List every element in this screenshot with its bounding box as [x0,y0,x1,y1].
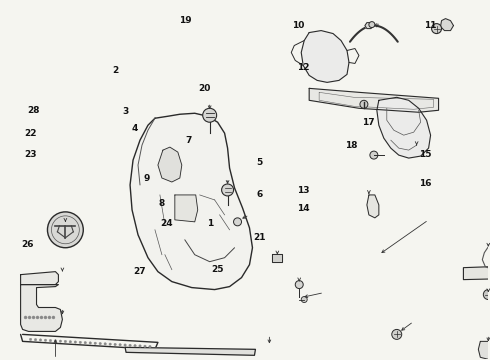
Polygon shape [158,147,182,182]
Circle shape [74,341,76,343]
Text: 5: 5 [256,158,262,167]
Circle shape [124,344,126,346]
Circle shape [34,338,37,341]
Circle shape [49,339,51,342]
Text: 1: 1 [207,219,214,228]
Circle shape [36,316,39,319]
Text: 2: 2 [112,66,119,75]
Polygon shape [301,31,349,82]
Text: 6: 6 [256,190,262,199]
Polygon shape [272,254,282,262]
Text: 4: 4 [132,123,138,132]
Text: 28: 28 [27,105,40,114]
Text: 26: 26 [21,240,34,249]
Circle shape [144,345,146,347]
Polygon shape [125,347,255,355]
Text: 17: 17 [363,118,375,127]
Text: 14: 14 [297,204,309,213]
Circle shape [48,316,51,319]
Circle shape [48,212,83,248]
Circle shape [221,184,234,196]
Text: 15: 15 [418,150,431,159]
Text: 16: 16 [418,179,431,188]
Circle shape [129,344,131,347]
Polygon shape [309,88,439,112]
Circle shape [28,316,31,319]
Circle shape [360,100,368,108]
Circle shape [64,340,67,343]
Text: 3: 3 [122,107,128,116]
Circle shape [52,316,55,319]
Circle shape [24,316,27,319]
Circle shape [234,218,242,226]
Polygon shape [175,195,198,222]
Polygon shape [441,19,453,31]
Circle shape [114,343,116,346]
Polygon shape [21,285,62,332]
Circle shape [40,316,43,319]
Text: 21: 21 [253,233,266,242]
Circle shape [89,342,92,344]
Polygon shape [464,265,490,280]
Circle shape [109,343,111,345]
Circle shape [301,297,307,302]
Text: 7: 7 [185,136,192,145]
Text: 13: 13 [297,186,309,195]
Text: 9: 9 [144,174,150,183]
Circle shape [392,329,402,339]
Polygon shape [478,341,490,359]
Circle shape [483,289,490,300]
Text: 20: 20 [198,84,211,93]
Circle shape [69,341,72,343]
Text: 11: 11 [423,21,436,30]
Circle shape [203,108,217,122]
Text: 19: 19 [179,16,191,25]
Text: 23: 23 [24,150,37,159]
Text: 8: 8 [158,199,165,208]
Circle shape [32,316,35,319]
Text: 24: 24 [160,219,173,228]
Circle shape [369,22,375,28]
Text: 22: 22 [24,129,37,138]
Circle shape [84,342,86,344]
Text: 18: 18 [345,141,358,150]
Circle shape [295,280,303,289]
Circle shape [54,340,57,342]
Circle shape [139,345,141,347]
Circle shape [119,343,122,346]
Circle shape [44,316,47,319]
Text: 27: 27 [133,267,146,276]
Circle shape [44,339,47,342]
Polygon shape [365,23,374,28]
Circle shape [94,342,97,345]
Circle shape [370,151,378,159]
Circle shape [29,338,32,341]
Circle shape [432,24,441,33]
Text: 25: 25 [211,265,224,274]
Circle shape [59,340,62,342]
Polygon shape [21,272,58,285]
Text: 10: 10 [292,21,304,30]
Polygon shape [377,97,431,158]
Circle shape [39,339,42,341]
Circle shape [149,345,151,348]
Circle shape [104,343,106,345]
Text: 12: 12 [297,63,309,72]
Circle shape [79,341,81,343]
Circle shape [99,342,101,345]
Circle shape [134,345,136,347]
Polygon shape [367,195,379,218]
Polygon shape [130,113,252,289]
